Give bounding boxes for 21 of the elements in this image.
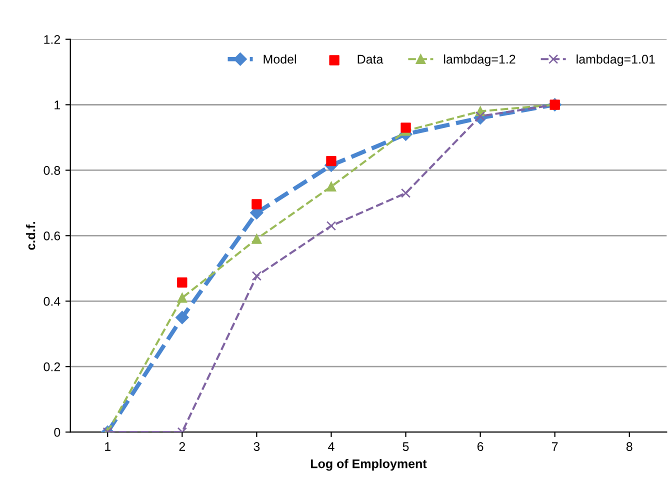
y-tick-label: 0.6 xyxy=(44,231,60,240)
x-tick-label: 1 xyxy=(105,442,110,451)
y-tick-label: 1 xyxy=(54,100,60,110)
x-tick-label: 5 xyxy=(402,442,409,451)
legend-label: lambdag=1.01 xyxy=(576,54,655,66)
x-tick-label: 7 xyxy=(552,442,558,451)
y-tick-label: 0.2 xyxy=(44,362,60,372)
y-tick-label: 1.2 xyxy=(44,35,60,44)
legend-label: Data xyxy=(358,54,384,64)
x-tick-label: 6 xyxy=(477,442,484,451)
x-tick-label: 4 xyxy=(328,442,334,451)
y-axis-title: c.d.f. xyxy=(26,222,36,250)
x-tick-label: 3 xyxy=(254,442,260,451)
legend-label: Model xyxy=(264,54,296,64)
legend-label: lambdag=1.2 xyxy=(444,54,516,66)
x-tick-label: 2 xyxy=(179,442,186,451)
y-tick-label: 0 xyxy=(54,428,60,437)
x-axis-title: Log of Employment xyxy=(311,459,427,471)
x-tick-label: 8 xyxy=(626,442,632,451)
y-tick-label: 0.8 xyxy=(44,166,60,175)
y-tick-label: 0.4 xyxy=(44,296,60,306)
